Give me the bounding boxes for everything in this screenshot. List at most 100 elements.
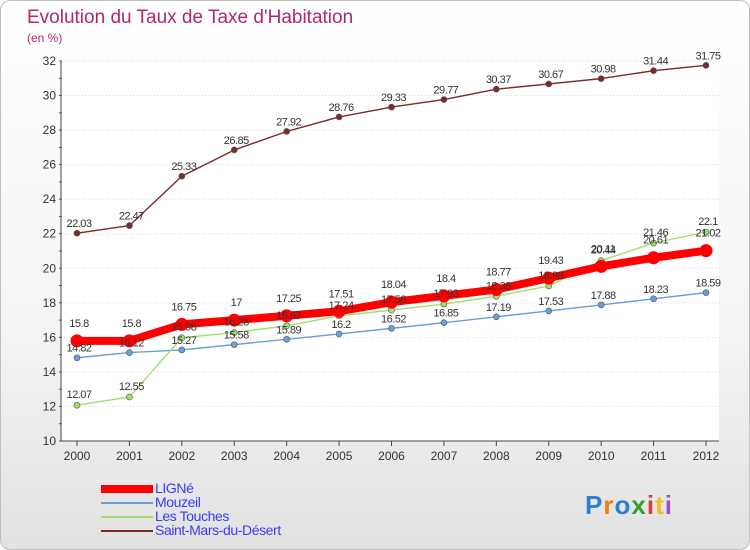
y-tick-label: 22 [43,227,57,241]
data-point [230,329,238,336]
x-tick-label: 2004 [273,449,300,463]
legend-swatch-les-touches [101,516,153,518]
data-point [597,75,605,82]
data-label: 15.12 [119,338,144,350]
data-label: 20.61 [643,235,668,247]
data-point [126,349,133,356]
data-label: 15.98 [171,322,196,334]
x-tick-label: 2002 [168,449,195,463]
data-point [388,103,395,111]
data-label: 31.75 [695,50,720,62]
data-point [650,239,657,247]
data-point [489,283,503,297]
data-point [73,354,81,362]
data-label: 21.02 [695,228,720,240]
y-tick-label: 12 [43,399,57,413]
data-point [126,393,133,401]
y-tick-label: 14 [43,365,57,379]
data-label: 28.76 [329,102,354,114]
data-point [699,244,713,258]
data-label: 17.19 [486,302,511,314]
data-point [73,229,81,237]
data-label: 18.23 [643,284,668,296]
data-label: 15.58 [224,330,249,342]
data-labels: 22.03 22.47 25.33 26.85 27.92 28.76 29.33 29.77… [66,50,721,401]
y-tick-label: 24 [43,192,57,206]
x-tick-label: 2001 [116,449,143,463]
data-point [175,317,189,331]
data-label: 18.4 [436,273,456,285]
data-point [178,334,186,342]
data-point [280,309,294,323]
data-label: 18.38 [486,280,511,292]
data-label: 18.59 [695,278,720,290]
y-tick-label: 30 [43,89,57,103]
data-point [440,96,448,103]
data-label: 17.51 [329,288,354,300]
data-point [594,259,608,273]
y-tick-label: 28 [43,123,57,137]
data-point [647,251,661,265]
data-label: 17 [231,297,243,309]
x-tick-label: 2011 [641,449,667,463]
data-point [335,330,343,338]
data-point [230,146,238,154]
data-point [545,80,553,88]
data-label: 14.82 [66,343,91,355]
y-tick-label: 32 [43,54,57,68]
data-point [227,313,241,327]
data-label: 20.11 [591,243,616,255]
x-tick-label: 2005 [326,449,353,463]
data-label: 17.25 [276,293,301,305]
data-label: 12.07 [66,389,91,401]
proxiti-logo: Proxiti [585,490,673,521]
logo-letter: i [664,490,673,520]
data-label: 12.55 [119,381,144,393]
x-tick-label: 2006 [378,449,405,463]
data-point [70,334,84,348]
data-label: 16.67 [276,310,301,322]
data-label: 22.1 [698,216,718,228]
data-point [73,401,81,409]
logo-letter: r [603,490,615,520]
x-tick-label: 2000 [64,449,91,463]
plot-area [61,61,719,441]
data-label: 18.04 [381,279,406,291]
data-point [178,346,186,354]
data-label: 16.75 [171,301,196,313]
logo-letter: o [614,490,632,520]
logo-letter: x [631,490,647,520]
data-point [650,295,657,303]
data-label: 15.89 [276,324,301,336]
data-label: 19.43 [538,255,563,267]
x-tick-label: 2010 [588,449,615,463]
data-label: 15.8 [69,318,89,330]
legend-swatch-saint-mars [101,530,153,532]
data-point [178,172,186,180]
data-point [335,113,343,121]
axes: 10 12 14 16 18 20 22 24 26 28 30 32 2000 2001 2002 2003… [43,54,720,463]
data-point [388,325,395,332]
data-label: 27.92 [276,116,301,128]
x-tick-label: 2009 [535,449,562,463]
data-label: 30.67 [538,69,563,81]
data-point [597,301,605,309]
data-label: 21.46 [643,227,668,239]
data-label: 17.58 [381,294,406,306]
logo-letter: i [646,490,656,520]
data-point [126,222,133,229]
data-label: 17.24 [329,300,354,312]
data-point [702,289,710,296]
legend-label-mouzeil: Mouzeil [155,494,201,510]
legend-label-les-touches: Les Touches [155,508,229,524]
data-label: 20.44 [591,245,616,257]
data-point [283,128,290,135]
y-tick-label: 20 [43,261,57,275]
x-tick-label: 2012 [693,449,720,463]
data-label: 16.2 [331,319,351,331]
chart-subtitle: (en %) [27,31,63,45]
chart-title: Evolution du Taux de Taxe d'Habitation [27,7,354,28]
legend-label-ligne: LIGNé [155,480,194,496]
